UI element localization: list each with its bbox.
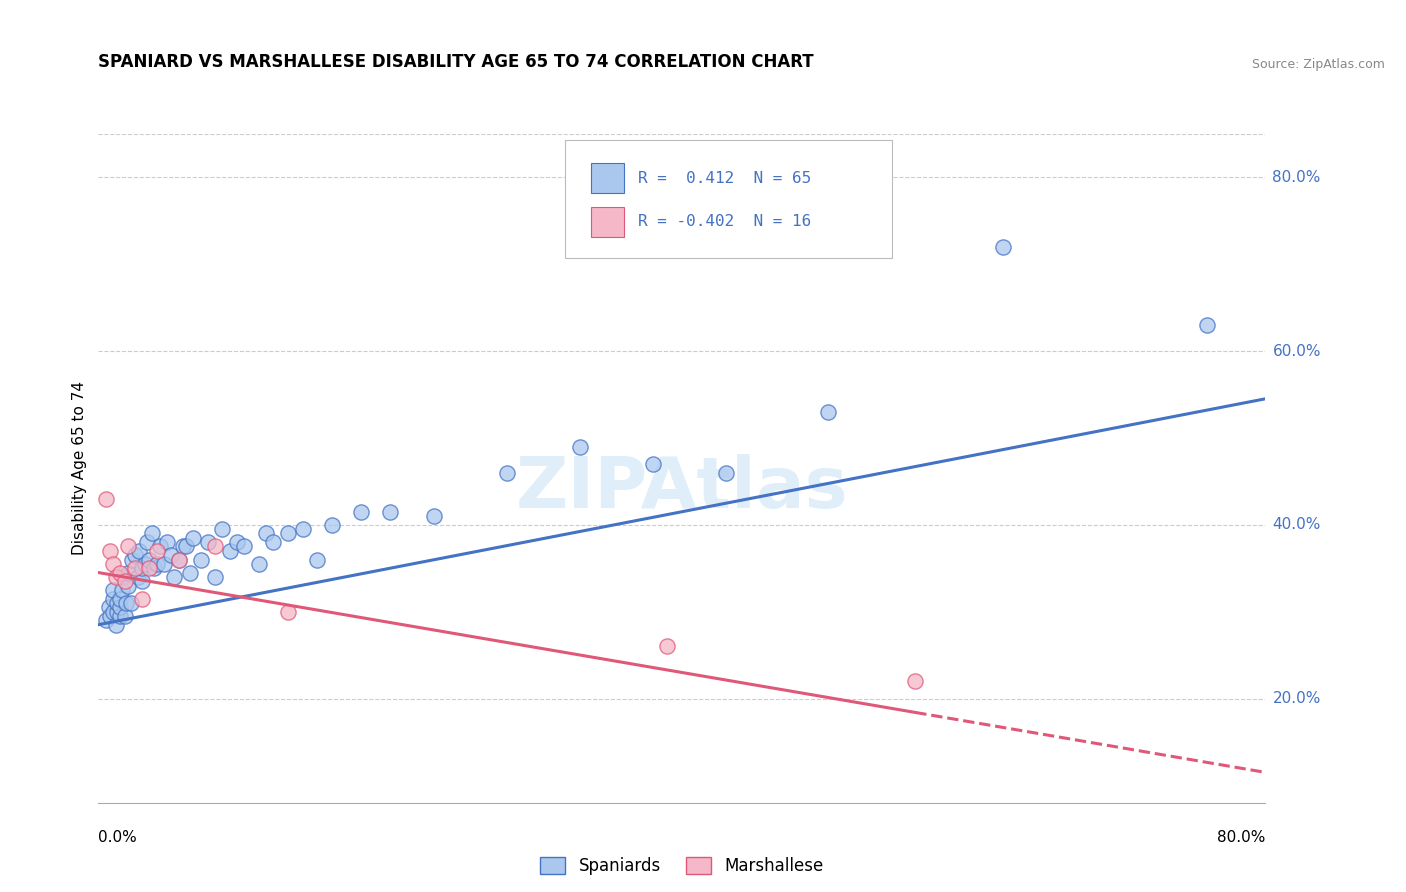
Point (153, 557, 176, 571)
Point (568, 440, 591, 454)
Point (135, 535, 157, 549)
Point (131, 561, 153, 575)
Point (110, 591, 132, 606)
Point (641, 457, 664, 471)
Text: ZIPAtlas: ZIPAtlas (516, 454, 848, 523)
Point (105, 596, 128, 610)
Point (174, 540, 197, 554)
Point (204, 570, 226, 584)
Point (142, 561, 165, 575)
Point (714, 466, 737, 480)
Point (307, 552, 329, 566)
Point (114, 609, 136, 624)
Point (128, 544, 150, 558)
Point (1195, 318, 1218, 332)
Y-axis label: Disability Age 65 to 74: Disability Age 65 to 74 (72, 381, 87, 556)
Point (226, 535, 249, 549)
Point (131, 591, 153, 606)
Text: 0.0%: 0.0% (98, 830, 138, 845)
Point (120, 596, 142, 610)
Point (350, 505, 373, 519)
Point (262, 535, 284, 549)
Point (117, 578, 139, 592)
Point (124, 561, 146, 575)
Point (105, 605, 128, 619)
Point (94, 613, 117, 627)
Point (218, 544, 240, 558)
Point (110, 609, 132, 624)
FancyBboxPatch shape (591, 163, 623, 194)
Point (160, 548, 183, 562)
Point (233, 540, 256, 554)
Point (291, 522, 314, 536)
Text: 80.0%: 80.0% (1218, 830, 1265, 845)
Text: 80.0%: 80.0% (1272, 169, 1320, 185)
Point (204, 540, 226, 554)
Point (991, 240, 1014, 254)
FancyBboxPatch shape (565, 141, 891, 258)
Point (904, 674, 927, 689)
Point (149, 540, 172, 554)
Point (101, 557, 124, 571)
Text: Source: ZipAtlas.com: Source: ZipAtlas.com (1251, 58, 1385, 71)
Point (277, 605, 299, 619)
Legend: Spaniards, Marshallese: Spaniards, Marshallese (534, 850, 830, 881)
Point (94, 491, 117, 506)
Point (181, 531, 204, 545)
Point (167, 552, 190, 566)
Point (121, 552, 143, 566)
Point (172, 540, 194, 554)
Point (101, 582, 124, 597)
Point (138, 561, 160, 575)
Point (277, 526, 299, 541)
Point (104, 570, 127, 584)
FancyBboxPatch shape (591, 207, 623, 237)
Point (138, 552, 160, 566)
Point (378, 505, 402, 519)
Point (321, 517, 343, 532)
Point (146, 557, 169, 571)
Point (110, 566, 132, 580)
Point (97, 600, 120, 615)
Text: R =  0.412  N = 65: R = 0.412 N = 65 (637, 170, 811, 186)
Point (156, 535, 179, 549)
Point (131, 574, 153, 589)
Point (254, 526, 277, 541)
Point (179, 566, 201, 580)
Point (98, 609, 121, 624)
Point (98, 544, 121, 558)
Point (197, 535, 219, 549)
Point (111, 582, 134, 597)
Point (117, 566, 139, 580)
Point (167, 552, 190, 566)
Point (163, 570, 186, 584)
Text: SPANIARD VS MARSHALLESE DISABILITY AGE 65 TO 74 CORRELATION CHART: SPANIARD VS MARSHALLESE DISABILITY AGE 6… (98, 54, 814, 71)
Point (495, 466, 517, 480)
Point (101, 591, 124, 606)
Point (104, 617, 127, 632)
Point (134, 557, 156, 571)
Point (112, 570, 135, 584)
Point (146, 544, 169, 558)
Point (117, 540, 139, 554)
Point (817, 405, 839, 419)
Point (110, 600, 132, 615)
Text: 40.0%: 40.0% (1272, 517, 1320, 533)
Point (114, 574, 136, 589)
Text: R = -0.402  N = 16: R = -0.402 N = 16 (637, 214, 811, 229)
Point (101, 605, 124, 619)
Point (124, 548, 146, 562)
Point (657, 640, 679, 654)
Point (127, 570, 149, 584)
Point (423, 509, 446, 524)
Point (115, 596, 138, 610)
Point (211, 522, 233, 536)
Point (141, 526, 163, 541)
Point (190, 552, 212, 566)
Text: 20.0%: 20.0% (1272, 691, 1320, 706)
Point (247, 557, 270, 571)
Text: 60.0%: 60.0% (1272, 343, 1320, 359)
